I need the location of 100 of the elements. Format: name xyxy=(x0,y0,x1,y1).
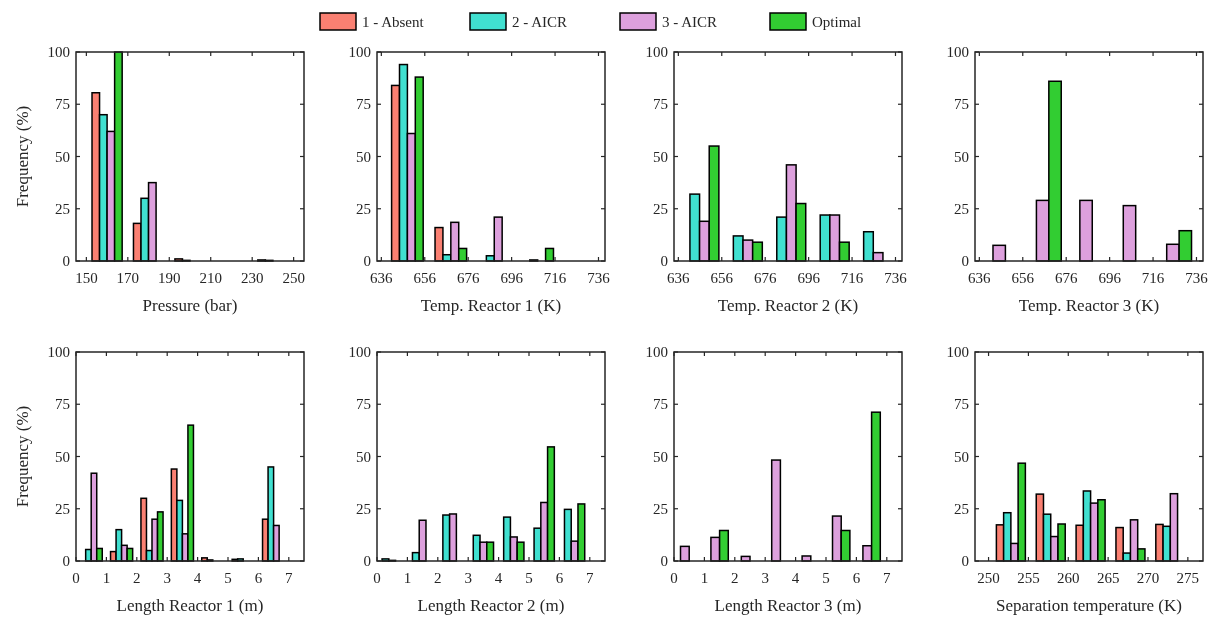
x-tick-label: 1 xyxy=(700,570,709,586)
x-tick-label: 5 xyxy=(822,570,830,586)
x-tick-label: 716 xyxy=(1141,270,1165,286)
x-tick-label: 270 xyxy=(1136,570,1160,586)
x-tick-label: 3 xyxy=(163,570,171,586)
y-tick-label: 100 xyxy=(645,344,668,360)
x-tick-label: 656 xyxy=(413,270,437,286)
y-tick-label: 50 xyxy=(55,448,70,465)
y-axis-title: Frequency (%) xyxy=(13,105,32,208)
y-tick-label: 25 xyxy=(653,200,668,217)
y-tick-label: 0 xyxy=(660,553,668,569)
x-tick-label: 0 xyxy=(373,570,381,586)
y-tick-label: 50 xyxy=(954,148,969,165)
y-tick-label: 25 xyxy=(954,200,969,217)
x-axis-title: Separation temperature (K) xyxy=(996,596,1182,615)
x-tick-label: 2 xyxy=(133,570,141,586)
y-tick-label: 50 xyxy=(356,148,371,165)
x-tick-label: 736 xyxy=(587,270,611,286)
y-tick-label: 50 xyxy=(653,448,668,465)
y-tick-label: 25 xyxy=(55,500,70,517)
x-tick-label: 3 xyxy=(761,570,769,586)
x-tick-label: 190 xyxy=(158,270,181,286)
x-tick-label: 170 xyxy=(116,270,140,286)
x-tick-label: 736 xyxy=(884,270,908,286)
y-tick-label: 25 xyxy=(356,200,371,217)
y-tick-label: 100 xyxy=(47,44,70,60)
y-tick-label: 0 xyxy=(363,253,371,269)
x-tick-label: 1 xyxy=(403,570,412,586)
x-axis-title: Length Reactor 3 (m) xyxy=(714,596,862,615)
x-tick-label: 656 xyxy=(1011,270,1035,286)
y-tick-label: 0 xyxy=(363,553,371,569)
x-tick-label: 5 xyxy=(224,570,232,586)
y-tick-label: 75 xyxy=(653,396,668,413)
y-tick-label: 100 xyxy=(645,44,668,60)
x-tick-label: 5 xyxy=(525,570,533,586)
legend-label: 3 - AICR xyxy=(662,14,718,30)
y-tick-label: 50 xyxy=(356,448,371,465)
x-tick-label: 4 xyxy=(791,570,800,586)
y-tick-label: 100 xyxy=(348,344,371,360)
x-tick-label: 1 xyxy=(102,570,111,586)
y-tick-label: 100 xyxy=(946,344,969,360)
y-tick-label: 25 xyxy=(653,500,668,517)
y-tick-label: 75 xyxy=(55,396,70,413)
x-tick-label: 255 xyxy=(1017,570,1040,586)
x-axis-title: Temp. Reactor 2 (K) xyxy=(717,296,859,315)
x-tick-label: 636 xyxy=(667,270,691,286)
x-axis-title: Length Reactor 2 (m) xyxy=(417,596,565,615)
x-tick-label: 275 xyxy=(1176,570,1200,586)
y-tick-label: 100 xyxy=(348,44,371,60)
x-tick-label: 716 xyxy=(543,270,567,286)
y-tick-label: 25 xyxy=(356,500,371,517)
y-axis-title: Frequency (%) xyxy=(13,405,32,508)
x-tick-label: 716 xyxy=(840,270,864,286)
x-tick-label: 676 xyxy=(456,270,480,286)
legend-label: Optimal xyxy=(812,14,862,30)
y-tick-label: 50 xyxy=(55,148,70,165)
x-tick-label: 7 xyxy=(586,570,595,586)
x-tick-label: 230 xyxy=(240,270,264,286)
legend-label: 2 - AICR xyxy=(512,14,568,30)
x-tick-label: 2 xyxy=(434,570,442,586)
x-axis-title: Temp. Reactor 1 (K) xyxy=(420,296,562,315)
y-tick-label: 50 xyxy=(653,148,668,165)
y-tick-label: 75 xyxy=(954,96,969,113)
x-tick-label: 676 xyxy=(753,270,777,286)
x-tick-label: 2 xyxy=(731,570,739,586)
x-axis-title: Temp. Reactor 3 (K) xyxy=(1018,296,1160,315)
x-tick-label: 7 xyxy=(883,570,892,586)
y-tick-label: 0 xyxy=(62,553,70,569)
x-tick-label: 6 xyxy=(555,570,564,586)
x-tick-label: 265 xyxy=(1096,570,1120,586)
y-tick-label: 75 xyxy=(653,96,668,113)
x-tick-label: 636 xyxy=(968,270,992,286)
y-tick-label: 75 xyxy=(55,96,70,113)
y-tick-label: 0 xyxy=(62,253,70,269)
y-tick-label: 0 xyxy=(961,553,969,569)
legend-label: 1 - Absent xyxy=(362,14,425,30)
x-tick-label: 696 xyxy=(500,270,524,286)
x-tick-label: 636 xyxy=(370,270,394,286)
x-tick-label: 6 xyxy=(254,570,263,586)
x-axis-title: Pressure (bar) xyxy=(142,296,238,315)
x-tick-label: 0 xyxy=(670,570,678,586)
x-tick-label: 250 xyxy=(282,270,305,286)
x-tick-label: 7 xyxy=(285,570,294,586)
x-tick-label: 250 xyxy=(977,570,1000,586)
x-tick-label: 210 xyxy=(199,270,222,286)
y-tick-label: 0 xyxy=(961,253,969,269)
y-tick-label: 100 xyxy=(47,344,70,360)
y-tick-label: 75 xyxy=(954,396,969,413)
y-tick-label: 50 xyxy=(954,448,969,465)
x-tick-label: 4 xyxy=(193,570,202,586)
y-tick-label: 100 xyxy=(946,44,969,60)
y-tick-label: 25 xyxy=(55,200,70,217)
x-tick-label: 260 xyxy=(1057,570,1080,586)
x-tick-label: 6 xyxy=(852,570,861,586)
x-axis-title: Length Reactor 1 (m) xyxy=(116,596,264,615)
y-tick-label: 0 xyxy=(660,253,668,269)
y-tick-label: 25 xyxy=(954,500,969,517)
x-tick-label: 736 xyxy=(1185,270,1209,286)
x-tick-label: 656 xyxy=(710,270,734,286)
x-tick-label: 696 xyxy=(797,270,821,286)
